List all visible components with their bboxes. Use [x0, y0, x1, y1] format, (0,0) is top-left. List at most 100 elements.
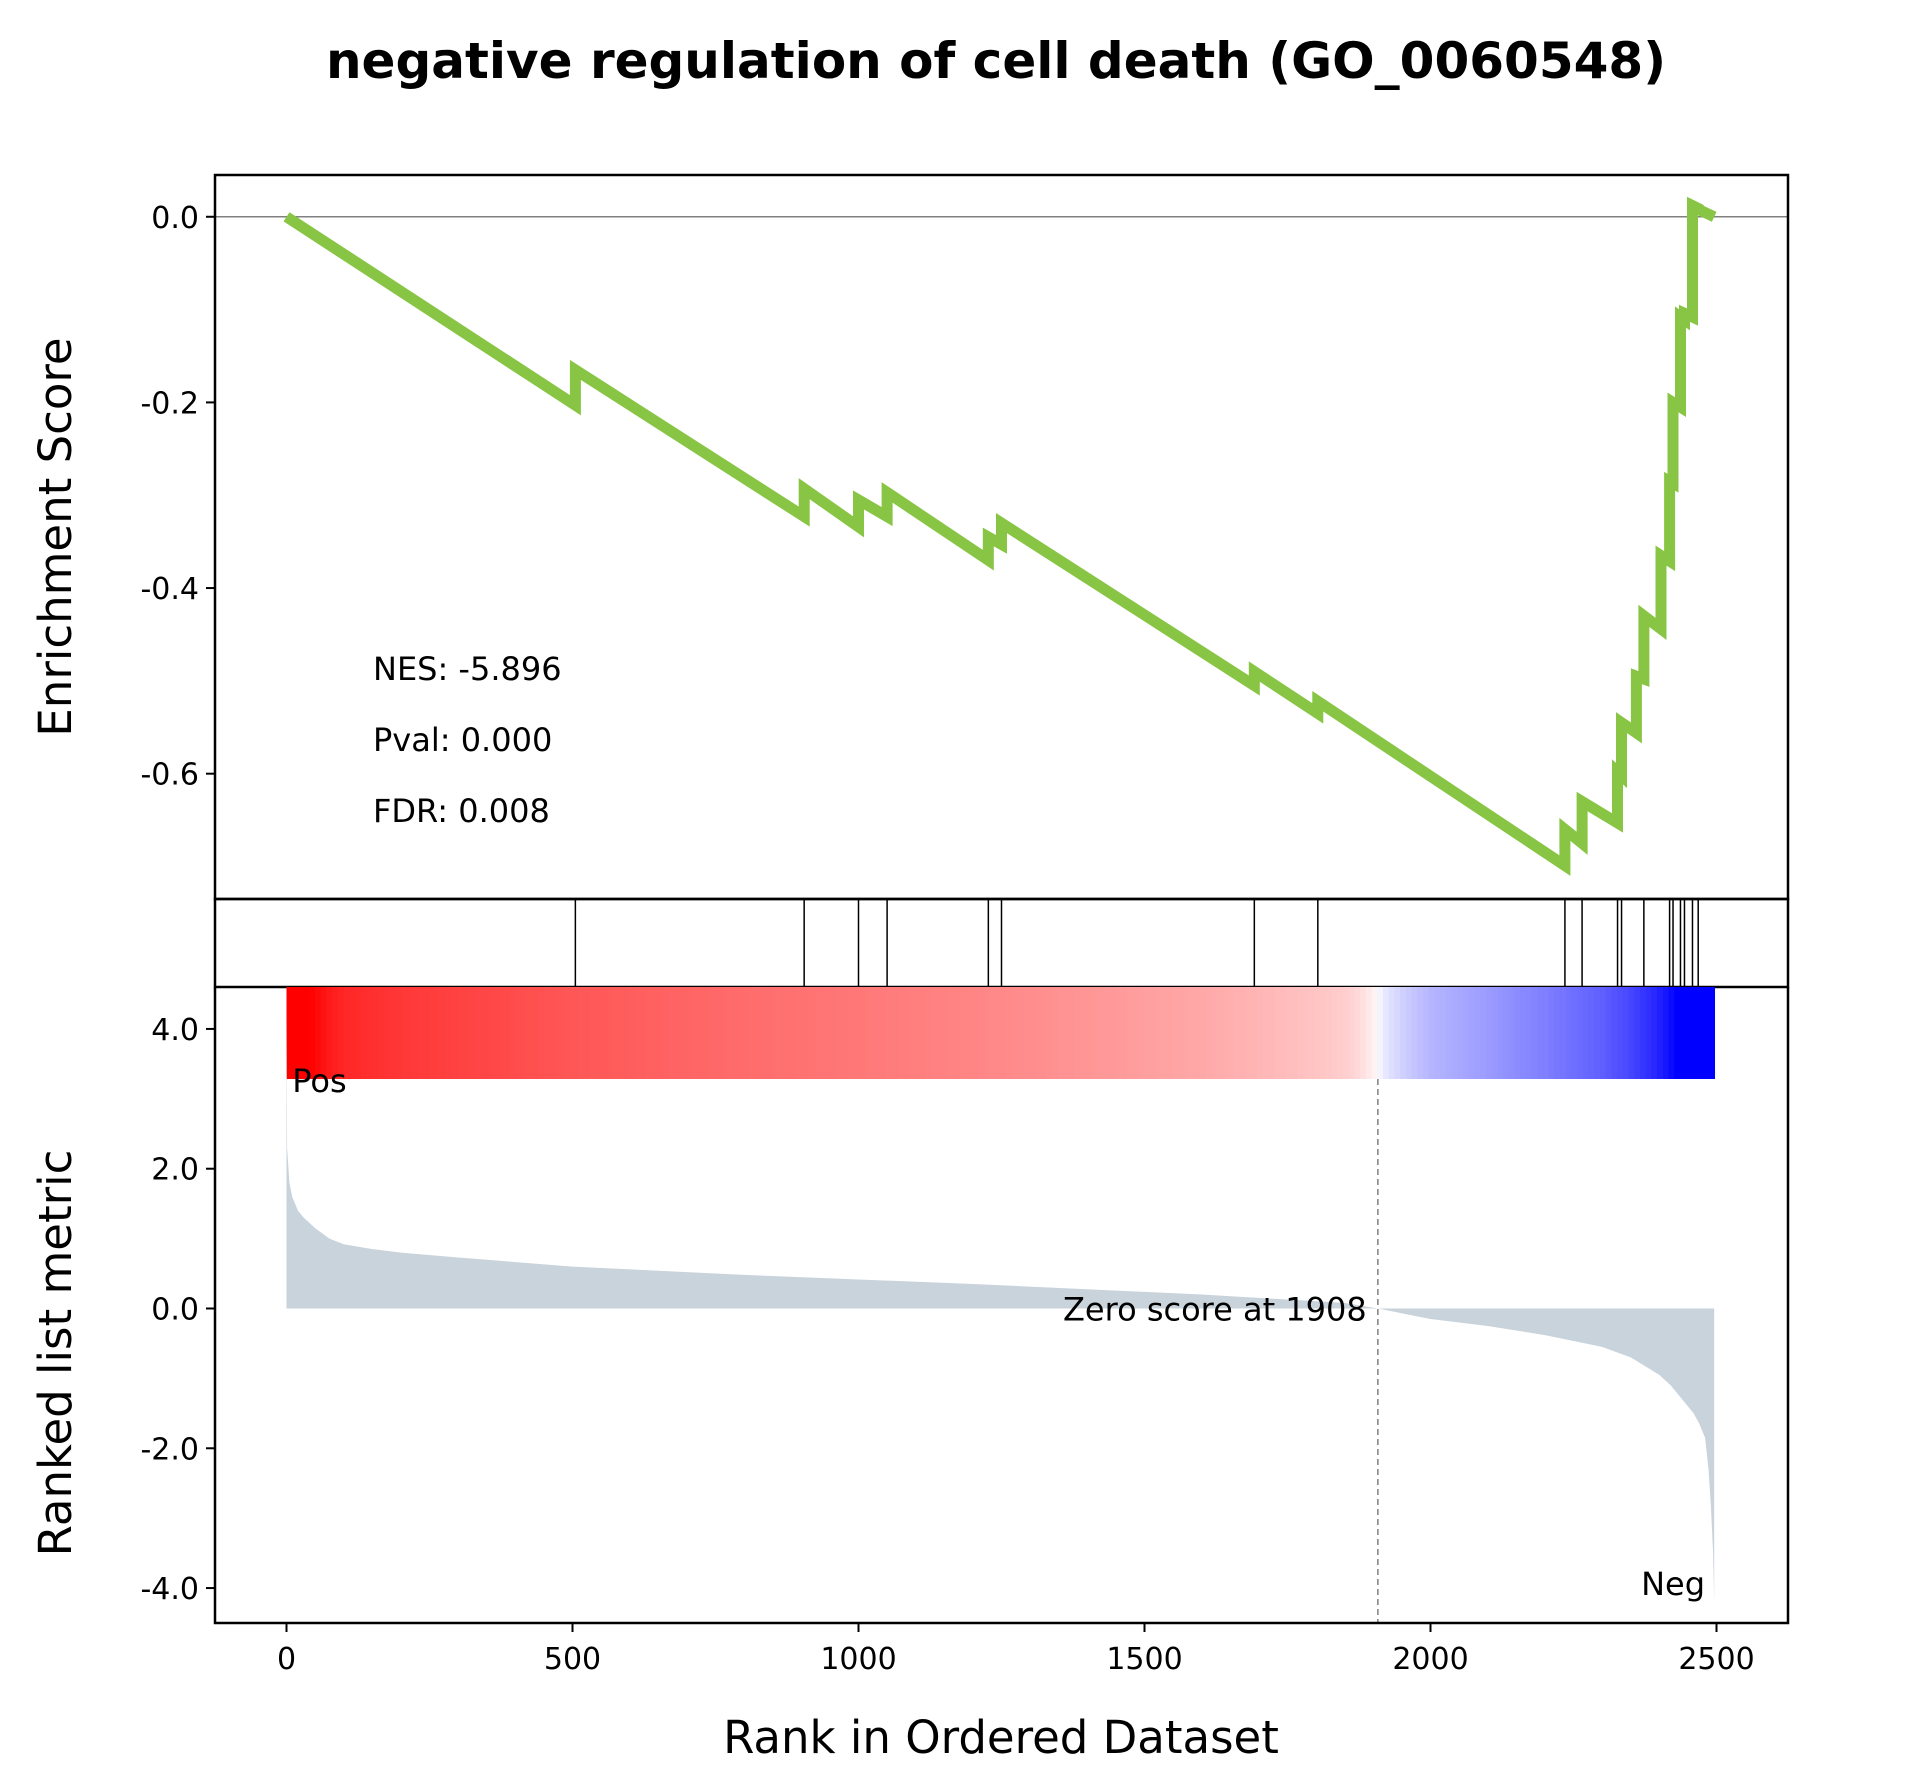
- heatmap-cell: [560, 987, 568, 1079]
- heatmap-cell: [1520, 987, 1527, 1079]
- heatmap-cell: [680, 987, 688, 1079]
- heatmap-cell: [1622, 987, 1630, 1079]
- heatmap-cell: [1382, 987, 1390, 1079]
- heatmap-cell: [994, 987, 1002, 1079]
- heatmap-cell: [1131, 987, 1139, 1079]
- heatmap-cell: [1103, 987, 1110, 1079]
- heatmap-cell: [1205, 987, 1213, 1079]
- heatmap-cell: [1674, 987, 1681, 1079]
- heatmap-cell: [880, 987, 887, 1079]
- heatmap-cell: [349, 987, 356, 1079]
- heatmap-cell: [377, 987, 385, 1079]
- heatmap-cell: [766, 987, 773, 1079]
- heatmap-cell: [1285, 987, 1293, 1079]
- heatmap-panel: [286, 987, 1716, 1079]
- heatmap-cell: [1280, 987, 1287, 1079]
- heatmap-cell: [1303, 987, 1310, 1079]
- heatmap-cell: [1388, 987, 1396, 1079]
- metric-y-tick-label: 2.0: [151, 1153, 199, 1188]
- heatmap-cell: [1137, 987, 1144, 1079]
- heatmap-cell: [309, 987, 316, 1079]
- heatmap-cell: [1320, 987, 1327, 1079]
- x-tick-label: 1000: [820, 1642, 896, 1677]
- heatmap-cell: [594, 987, 602, 1079]
- heatmap-cell: [292, 987, 299, 1079]
- heatmap-cell: [697, 987, 705, 1079]
- heatmap-cell: [1491, 987, 1498, 1079]
- heatmap-cell: [1502, 987, 1510, 1079]
- es-y-tick-label: 0.0: [151, 201, 199, 236]
- heatmap-cell: [731, 987, 739, 1079]
- heatmap-cell: [412, 987, 419, 1079]
- heatmap-cell: [1228, 987, 1236, 1079]
- heatmap-cell: [851, 987, 859, 1079]
- heatmap-cell: [543, 987, 550, 1079]
- heatmap-cell: [1194, 987, 1202, 1079]
- heatmap-cell: [623, 987, 630, 1079]
- heatmap-cell: [943, 987, 950, 1079]
- heatmap-cell: [1451, 987, 1459, 1079]
- heatmap-cell: [1360, 987, 1367, 1079]
- heatmap-cell: [1365, 987, 1373, 1079]
- heatmap-cell: [1257, 987, 1264, 1079]
- heatmap-cell: [1325, 987, 1333, 1079]
- heatmap-cell: [1160, 987, 1167, 1079]
- heatmap-cell: [1514, 987, 1521, 1079]
- heatmap-cell: [600, 987, 608, 1079]
- heatmap-cell: [783, 987, 790, 1079]
- es-series-line: [283, 196, 1717, 876]
- heatmap-cell: [1531, 987, 1538, 1079]
- heatmap-cell: [931, 987, 939, 1079]
- es-y-tick-label: -0.6: [140, 758, 199, 793]
- heatmap-cell: [1600, 987, 1607, 1079]
- x-tick-label: 2000: [1392, 1642, 1468, 1677]
- heatmap-cell: [863, 987, 870, 1079]
- heatmap-cell: [1040, 987, 1047, 1079]
- es-y-tick-label: -0.4: [140, 572, 199, 607]
- metric-y-tick-label: -2.0: [140, 1432, 199, 1467]
- x-tick-label: 500: [544, 1642, 601, 1677]
- es-panel: 0.0-0.2-0.4-0.6 NES: -5.896 Pval: 0.000 …: [29, 173, 1790, 901]
- heatmap-cell: [440, 987, 448, 1079]
- heatmap-cell: [1291, 987, 1299, 1079]
- heatmap-cell: [1434, 987, 1441, 1079]
- heatmap-cell: [777, 987, 785, 1079]
- heatmap-cell: [823, 987, 830, 1079]
- metric-y-axis-label: Ranked list metric: [29, 1150, 82, 1557]
- heatmap-cell: [846, 987, 853, 1079]
- heatmap-cell: [355, 987, 362, 1079]
- heatmap-cell: [817, 987, 825, 1079]
- heatmap-cell: [343, 987, 351, 1079]
- heatmap-cell: [406, 987, 413, 1079]
- heatmap-cell: [1497, 987, 1504, 1079]
- heatmap-cell: [789, 987, 796, 1079]
- heatmap-cell: [1657, 987, 1664, 1079]
- heatmap-cell: [771, 987, 779, 1079]
- heatmap-cell: [1462, 987, 1470, 1079]
- heatmap-cell: [1542, 987, 1550, 1079]
- heatmap-cell: [1000, 987, 1007, 1079]
- heatmap-cell: [857, 987, 865, 1079]
- heatmap-cell: [1485, 987, 1493, 1079]
- heatmap-cell: [1080, 987, 1087, 1079]
- heatmap-cell: [612, 987, 619, 1079]
- fdr-annotation: FDR: 0.008: [373, 792, 550, 830]
- heatmap-cell: [583, 987, 590, 1079]
- heatmap-cell: [383, 987, 391, 1079]
- heatmap-cell: [988, 987, 996, 1079]
- heatmap-cell: [303, 987, 311, 1079]
- heatmap-cell: [749, 987, 756, 1079]
- heatmap-cell: [389, 987, 396, 1079]
- heatmap-cell: [315, 987, 322, 1079]
- heatmap-cell: [1011, 987, 1019, 1079]
- heatmap-cell: [691, 987, 699, 1079]
- heatmap-cell: [651, 987, 659, 1079]
- heatmap-cell: [1314, 987, 1321, 1079]
- heatmap-cell: [886, 987, 893, 1079]
- heatmap-cell: [1428, 987, 1436, 1079]
- heatmap-cell: [1120, 987, 1127, 1079]
- heatmap-cell: [1034, 987, 1042, 1079]
- heatmap-cell: [1440, 987, 1447, 1079]
- heatmap-cell: [914, 987, 922, 1079]
